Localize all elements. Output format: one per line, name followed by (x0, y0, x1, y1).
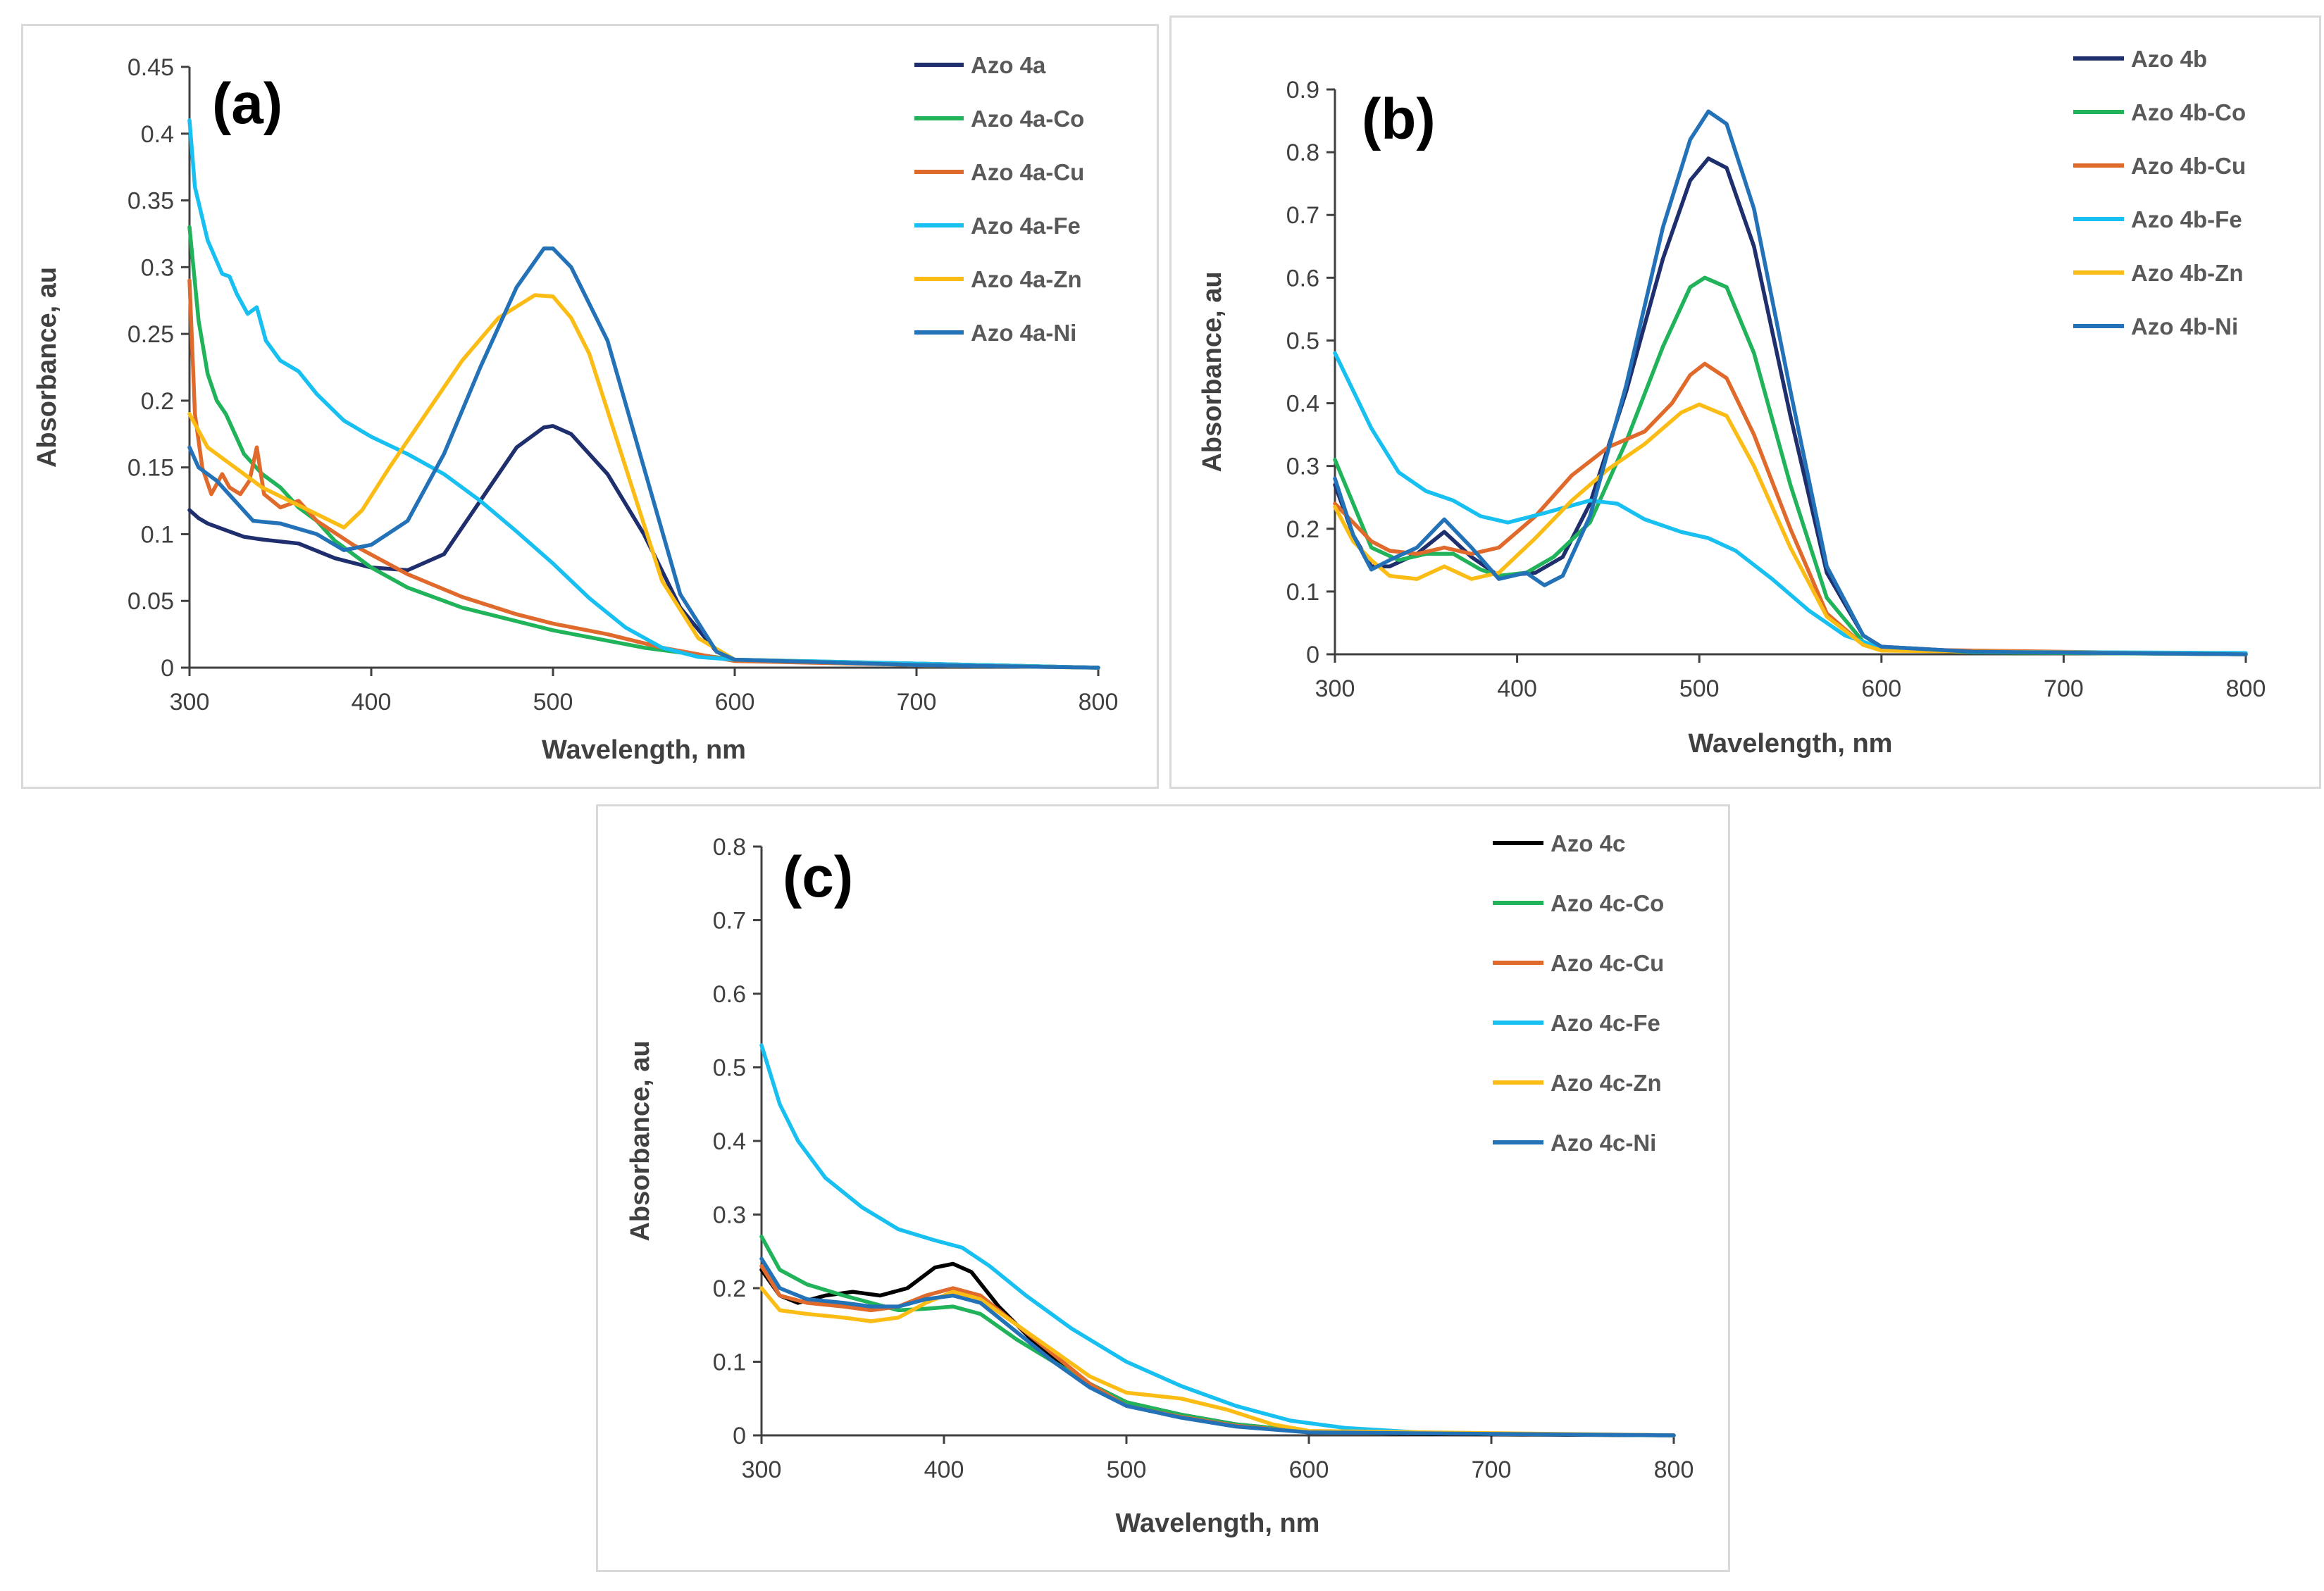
y-tick-label: 0.8 (713, 834, 746, 861)
y-axis-title: Absorbance, au (626, 1040, 655, 1241)
y-tick-label: 0.3 (713, 1202, 746, 1229)
legend-label: Azo 4b-Co (2131, 99, 2246, 125)
x-tick-label: 400 (1497, 675, 1537, 702)
legend-label: Azo 4c-Cu (1551, 950, 1664, 976)
series-line-azo-4b-co (1333, 275, 2248, 656)
y-tick-label: 0.7 (1286, 202, 1319, 229)
chart-panel-a: 0 0.05 0.1 0.15 0.2 0.25 0.3 0.35 0.4 0.45 300 400 5… (21, 24, 1159, 789)
legend-label: Azo 4a-Cu (971, 159, 1084, 185)
y-tick-label: 0.45 (128, 54, 174, 81)
legend-label: Azo 4c-Zn (1551, 1070, 1662, 1096)
y-tick-label: 0 (161, 655, 174, 682)
series-line-azo-4a-co (187, 225, 1100, 670)
x-tick-label: 300 (742, 1456, 782, 1483)
x-tick-label: 700 (2044, 675, 2084, 702)
legend-label: Azo 4c (1551, 830, 1625, 856)
x-tick-label: 400 (352, 689, 392, 716)
series-line-azo-4a-ni (187, 247, 1100, 670)
y-tick-label: 0.4 (141, 121, 174, 148)
series-line-azo-4c-fe (759, 1043, 1676, 1437)
x-tick-label: 600 (1289, 1456, 1329, 1483)
x-tick-label: 800 (1079, 689, 1119, 716)
legend-label: Azo 4a-Fe (971, 213, 1081, 239)
series-line-azo-4c-co (759, 1235, 1676, 1437)
panel-tag: (c) (783, 845, 853, 909)
chart-panel-b: 0 0.1 0.2 0.3 0.4 0.5 0.6 0.7 0.8 0.9 300 400 500 600… (1169, 15, 2321, 789)
legend-label: Azo 4b-Zn (2131, 260, 2243, 286)
legend-label: Azo 4b-Cu (2131, 153, 2246, 179)
y-axis-title: Absorbance, au (1198, 271, 1227, 472)
x-tick-label: 300 (1315, 675, 1355, 702)
x-tick-label: 300 (170, 689, 210, 716)
legend-label: Azo 4a-Zn (971, 266, 1082, 292)
y-tick-label: 0.6 (1286, 265, 1319, 292)
y-tick-label: 0 (733, 1423, 746, 1449)
y-tick-label: 0.2 (141, 388, 174, 415)
y-tick-label: 0.5 (713, 1055, 746, 1082)
series-line-azo-4a-fe (187, 118, 1100, 670)
chart-panel-c: 0 0.1 0.2 0.3 0.4 0.5 0.6 0.7 0.8 300 400 500 600 700… (596, 804, 1730, 1572)
x-tick-label: 600 (715, 689, 755, 716)
y-axis-title: Absorbance, au (32, 267, 62, 468)
x-tick-label: 500 (1679, 675, 1720, 702)
chart-a: 0 0.05 0.1 0.15 0.2 0.25 0.3 0.35 0.4 0.45 300 400 5… (32, 52, 1119, 765)
y-tick-label: 0.6 (713, 981, 746, 1008)
y-tick-label: 0.4 (713, 1128, 746, 1155)
legend-label: Azo 4a (971, 52, 1046, 78)
x-tick-label: 500 (533, 689, 573, 716)
y-tick-label: 0.15 (128, 455, 174, 482)
y-tick-label: 0 (1306, 642, 1319, 668)
legend-label: Azo 4b-Ni (2131, 313, 2238, 339)
y-tick-label: 0.2 (1286, 516, 1319, 543)
y-tick-label: 0.8 (1286, 139, 1319, 166)
y-tick-label: 0.5 (1286, 327, 1319, 354)
legend-label: Azo 4c-Ni (1551, 1130, 1656, 1156)
x-axis-title: Wavelength, nm (1116, 1509, 1320, 1538)
series-line-azo-4c-zn (759, 1286, 1676, 1437)
x-tick-label: 800 (1654, 1456, 1694, 1483)
chart-c: 0 0.1 0.2 0.3 0.4 0.5 0.6 0.7 0.8 300 400 500 600 700… (626, 830, 1694, 1538)
series-line-azo-4c (759, 1261, 1676, 1437)
y-tick-label: 0.1 (713, 1349, 746, 1376)
x-axis-title: Wavelength, nm (542, 735, 746, 765)
legend-label: Azo 4b (2131, 46, 2207, 72)
y-tick-label: 0.1 (1286, 579, 1319, 606)
legend-label: Azo 4a-Ni (971, 320, 1076, 346)
legend-label: Azo 4b-Fe (2131, 206, 2242, 232)
panel-tag: (a) (212, 72, 282, 136)
y-tick-label: 0.9 (1286, 77, 1319, 104)
y-tick-label: 0.25 (128, 321, 174, 348)
series-line-azo-4b-ni (1333, 109, 2248, 656)
panel-tag: (b) (1362, 87, 1436, 151)
x-tick-label: 700 (1472, 1456, 1512, 1483)
legend-label: Azo 4c-Fe (1551, 1010, 1660, 1036)
y-tick-label: 0.05 (128, 588, 174, 615)
chart-b: 0 0.1 0.2 0.3 0.4 0.5 0.6 0.7 0.8 0.9 300 400 500 600… (1198, 46, 2266, 759)
y-tick-label: 0.4 (1286, 391, 1319, 418)
x-tick-label: 800 (2226, 675, 2266, 702)
series-line-azo-4c-ni (759, 1256, 1676, 1437)
series-line-azo-4a-zn (187, 293, 1100, 670)
legend-label: Azo 4c-Co (1551, 890, 1664, 916)
y-tick-label: 0.2 (713, 1275, 746, 1302)
x-axis-title: Wavelength, nm (1689, 729, 1893, 759)
y-tick-label: 0.3 (141, 254, 174, 281)
x-tick-label: 500 (1107, 1456, 1147, 1483)
x-tick-label: 400 (924, 1456, 964, 1483)
legend-label: Azo 4a-Co (971, 106, 1084, 132)
x-tick-label: 700 (897, 689, 937, 716)
y-tick-label: 0.1 (141, 521, 174, 548)
y-tick-label: 0.35 (128, 188, 174, 215)
series-line-azo-4b-fe (1333, 351, 2248, 655)
y-tick-label: 0.3 (1286, 454, 1319, 480)
series-line-azo-4b-zn (1333, 402, 2248, 656)
y-tick-label: 0.7 (713, 908, 746, 935)
x-tick-label: 600 (1861, 675, 1901, 702)
